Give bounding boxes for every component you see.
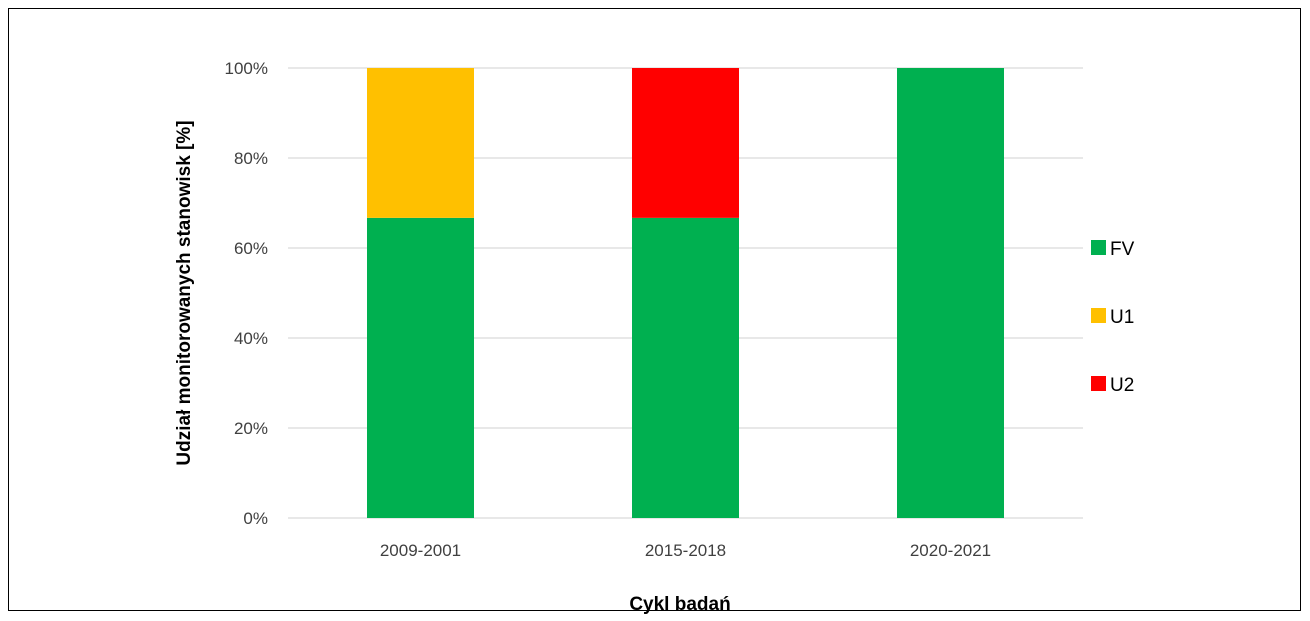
y-axis-ticks: 0% 20% 40% 60% 80% 100%	[225, 59, 268, 528]
y-axis-title: Udział monitorowanych stanowisk [%]	[174, 120, 195, 465]
x-tick-label: 2020-2021	[910, 541, 991, 560]
bars	[367, 68, 1004, 518]
legend-swatch-fv	[1091, 240, 1106, 255]
bar-segment-fv	[367, 217, 474, 518]
y-tick-label: 0%	[243, 509, 268, 528]
x-tick-label: 2009-2001	[380, 541, 461, 560]
legend-swatch-u2	[1091, 376, 1106, 391]
y-tick-label: 60%	[234, 239, 268, 258]
legend-label-u2: U2	[1110, 375, 1134, 396]
bar-segment-fv	[897, 68, 1004, 518]
y-tick-label: 80%	[234, 149, 268, 168]
legend-label-u1: U1	[1110, 307, 1134, 328]
y-tick-label: 20%	[234, 419, 268, 438]
bar-segment-u2	[632, 68, 739, 218]
bar-segment-u1	[367, 68, 474, 218]
y-tick-label: 40%	[234, 329, 268, 348]
x-tick-label: 2015-2018	[645, 541, 726, 560]
legend: FV U1 U2	[1091, 239, 1135, 396]
legend-swatch-u1	[1091, 308, 1106, 323]
x-axis-ticks: 2009-2001 2015-2018 2020-2021	[380, 541, 991, 560]
x-axis-title: Cykl badań	[629, 594, 730, 615]
y-tick-label: 100%	[225, 59, 268, 78]
legend-label-fv: FV	[1110, 239, 1135, 260]
bar-segment-fv	[632, 217, 739, 518]
